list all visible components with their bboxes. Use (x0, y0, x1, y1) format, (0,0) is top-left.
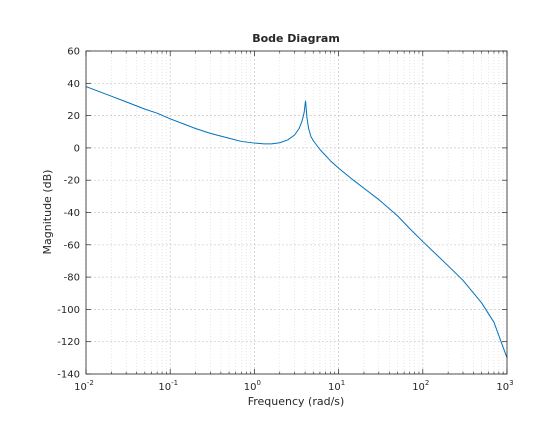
y-tick-label: -100 (57, 305, 80, 316)
magnitude-line (85, 86, 508, 359)
x-tick-label: 102 (412, 379, 429, 393)
x-tick-label: 10-1 (158, 379, 178, 393)
x-tick-exponent: 0 (257, 379, 261, 387)
x-tick-exponent: 2 (425, 379, 429, 387)
y-tick-label: -60 (64, 240, 80, 251)
x-tick-exponent: 1 (341, 379, 345, 387)
chart-title: Bode Diagram (252, 32, 340, 45)
y-tick-label: 40 (67, 79, 80, 90)
x-tick-label: 10-2 (74, 379, 94, 393)
y-tick-label: -140 (57, 370, 80, 381)
y-axis-label: Magnitude (dB) (41, 170, 54, 255)
tick-marks (85, 50, 508, 375)
x-tick-exponent: -2 (87, 379, 94, 387)
series-layer (85, 86, 508, 359)
y-tick-labels: 60 40 20 0 -20 -40 -60 -80 -100 -120 -140 (57, 47, 80, 381)
y-tick-label: -40 (64, 208, 80, 219)
plot-area (86, 51, 507, 374)
y-tick-label: 20 (67, 111, 80, 122)
y-tick-label: -120 (57, 337, 80, 348)
y-tick-label: -20 (64, 176, 80, 187)
x-tick-exponent: -1 (171, 379, 178, 387)
y-tick-label: 60 (67, 47, 80, 58)
x-tick-label: 100 (244, 379, 261, 393)
y-tick-label: -80 (64, 273, 80, 284)
x-tick-label: 103 (496, 379, 513, 393)
x-tick-labels: 10-2 10-1 100 101 102 103 (74, 379, 513, 393)
x-tick-exponent: 3 (509, 379, 513, 387)
x-axis-label: Frequency (rad/s) (248, 395, 345, 408)
x-tick-label: 101 (328, 379, 345, 393)
y-tick-label: 0 (74, 143, 80, 154)
